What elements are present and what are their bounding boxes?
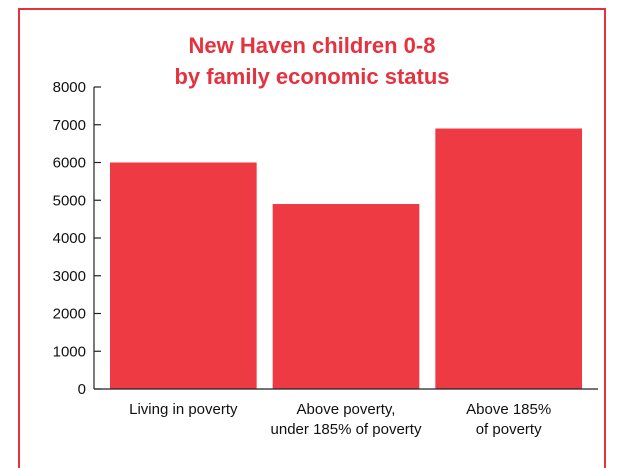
y-tick-label: 3000 bbox=[53, 268, 86, 285]
x-category-label: Above 185% of poverty bbox=[466, 401, 551, 438]
y-tick-label: 6000 bbox=[53, 155, 86, 172]
bar bbox=[110, 162, 257, 389]
y-tick-label: 7000 bbox=[53, 117, 86, 134]
chart-title: New Haven children 0-8 by family economi… bbox=[18, 30, 606, 92]
x-category-label: Living in poverty bbox=[129, 401, 238, 418]
x-category-label-line: of poverty bbox=[476, 421, 542, 438]
chart-frame bbox=[18, 8, 606, 468]
y-tick-label: 1000 bbox=[53, 343, 86, 360]
bars bbox=[110, 128, 582, 389]
bar-chart: 0 1000 2000 3000 4000 5000 6000 7000 8000 Living… bbox=[53, 79, 598, 438]
chart-title-line-1: New Haven children 0-8 bbox=[188, 33, 436, 58]
x-category-label-line: Above poverty, bbox=[297, 401, 396, 418]
x-category-label-line: under 185% of poverty bbox=[271, 421, 422, 438]
y-axis: 0 1000 2000 3000 4000 5000 6000 7000 8000 bbox=[53, 79, 101, 398]
bar bbox=[272, 204, 420, 389]
x-category-label: Above poverty, under 185% of poverty bbox=[271, 401, 422, 438]
x-category-label-line: Living in poverty bbox=[129, 401, 238, 418]
y-tick-label: 2000 bbox=[53, 306, 86, 323]
bar bbox=[435, 128, 582, 389]
y-tick-label: 5000 bbox=[53, 192, 86, 209]
y-tick-label: 8000 bbox=[53, 79, 86, 96]
x-category-label-line: Above 185% bbox=[466, 401, 551, 418]
chart-title-line-2: by family economic status bbox=[174, 64, 450, 89]
x-axis: Living in poverty Above poverty, under 185… bbox=[94, 388, 598, 438]
y-tick-label: 4000 bbox=[53, 230, 86, 247]
y-tick-label: 0 bbox=[78, 381, 86, 398]
